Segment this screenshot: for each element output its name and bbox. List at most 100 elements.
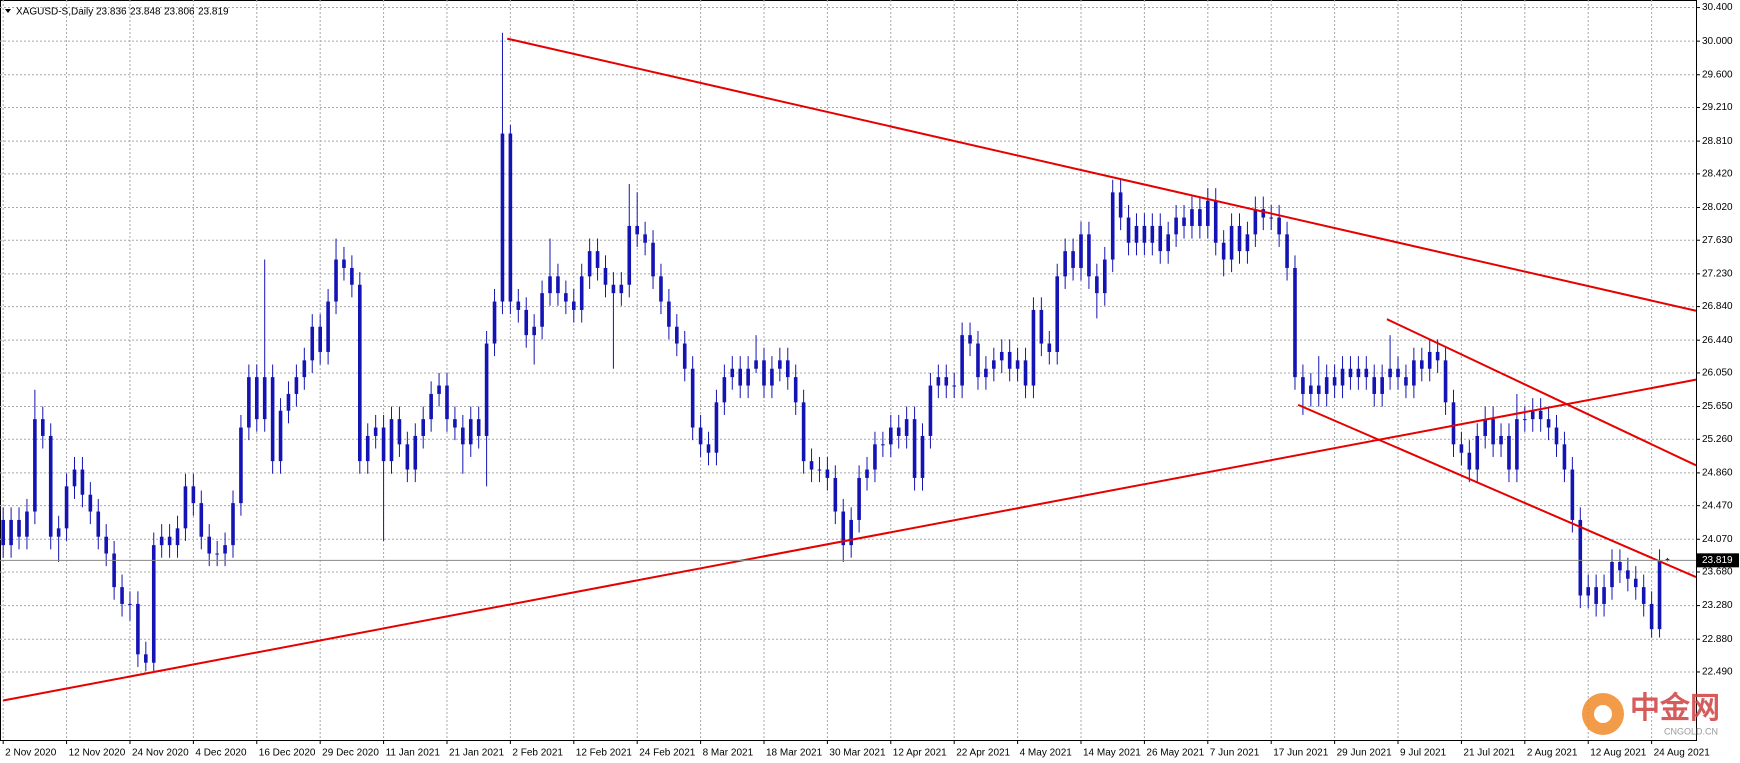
x-tick-label: 24 Nov 2020 bbox=[132, 748, 189, 759]
candle-body bbox=[770, 368, 774, 386]
candle-body bbox=[1340, 368, 1345, 386]
candle-body bbox=[508, 133, 513, 302]
header: XAGUSD-S,Daily 23.836 23.848 23.806 23.8… bbox=[5, 7, 229, 18]
candle-body bbox=[627, 225, 632, 285]
candle-body bbox=[207, 536, 212, 554]
candle-body bbox=[1229, 225, 1234, 260]
y-tick-label: 26.440 bbox=[1702, 335, 1733, 346]
y-tick-label: 26.840 bbox=[1702, 301, 1733, 312]
candle-body bbox=[1063, 251, 1067, 277]
header-open: 23.836 bbox=[96, 7, 127, 18]
candle-body bbox=[342, 259, 346, 268]
candle-body bbox=[1649, 603, 1654, 630]
candle-body bbox=[564, 293, 568, 302]
candle-body bbox=[1388, 368, 1392, 378]
candle-body bbox=[302, 360, 307, 378]
candle-body bbox=[334, 259, 338, 302]
candle-body bbox=[595, 251, 600, 268]
candle-body bbox=[1039, 309, 1044, 344]
x-tick-label: 8 Mar 2021 bbox=[703, 748, 754, 759]
candle-body bbox=[801, 402, 806, 462]
candle-body bbox=[9, 519, 13, 546]
candle-body bbox=[437, 385, 441, 394]
candle-body bbox=[706, 444, 711, 453]
candle-body bbox=[1586, 587, 1591, 596]
header-icon bbox=[5, 9, 11, 13]
candle-body bbox=[841, 511, 846, 546]
candle-body bbox=[730, 368, 735, 378]
x-tick-label: 4 Dec 2020 bbox=[195, 748, 247, 759]
candle-body bbox=[1071, 251, 1075, 268]
candle-body bbox=[151, 545, 156, 663]
candle-body bbox=[904, 419, 909, 436]
y-tick-label: 27.230 bbox=[1702, 268, 1733, 279]
x-tick-label: 4 May 2021 bbox=[1020, 748, 1073, 759]
candle-body bbox=[1538, 410, 1543, 420]
candle-body bbox=[1419, 360, 1424, 369]
candle-body bbox=[1150, 225, 1155, 243]
candle-body bbox=[1110, 192, 1115, 260]
candle-body bbox=[865, 469, 869, 478]
candle-body bbox=[1602, 587, 1606, 604]
y-tick-label: 22.880 bbox=[1702, 634, 1733, 645]
x-tick-label: 11 Jan 2021 bbox=[386, 748, 441, 759]
candle-body bbox=[968, 335, 972, 344]
watermark-logo-inner bbox=[1594, 705, 1612, 723]
candle-body bbox=[952, 385, 956, 387]
y-tick-label: 30.000 bbox=[1702, 36, 1733, 47]
x-tick-label: 12 Feb 2021 bbox=[576, 748, 633, 759]
candles bbox=[1, 32, 1670, 672]
candle-body bbox=[476, 419, 481, 436]
candle-body bbox=[1475, 435, 1480, 470]
candle-body bbox=[1594, 587, 1598, 604]
y-tick-label: 24.070 bbox=[1702, 534, 1733, 545]
candle-body bbox=[1118, 192, 1123, 218]
candle-body bbox=[104, 536, 108, 554]
candle-body bbox=[1324, 377, 1329, 394]
grid bbox=[0, 0, 1696, 740]
chart-title: XAGUSD-S,Daily bbox=[16, 7, 93, 18]
candle-body bbox=[262, 377, 267, 420]
candle-body bbox=[484, 343, 489, 436]
candle-body bbox=[1372, 377, 1377, 394]
candle-body bbox=[1269, 217, 1274, 219]
candle-body bbox=[1198, 209, 1202, 226]
trendline bbox=[1386, 318, 1697, 467]
candle-body bbox=[809, 461, 814, 470]
x-tick-label: 2 Aug 2021 bbox=[1527, 748, 1578, 759]
header-close: 23.819 bbox=[198, 7, 229, 18]
candle-body bbox=[17, 519, 21, 537]
y-tick-label: 28.420 bbox=[1702, 169, 1733, 180]
candle-body bbox=[191, 486, 196, 504]
candle-body bbox=[1483, 419, 1487, 436]
candle-body bbox=[48, 435, 53, 537]
x-tick-label: 9 Jul 2021 bbox=[1400, 748, 1447, 759]
candle-body bbox=[1285, 234, 1289, 268]
candle-body bbox=[873, 444, 877, 470]
candle-body bbox=[429, 393, 433, 420]
candle-body bbox=[381, 427, 386, 462]
candle-body bbox=[976, 343, 980, 378]
candle-body bbox=[144, 654, 148, 663]
candle-body bbox=[468, 419, 473, 445]
candle-body bbox=[373, 427, 378, 436]
candle-body bbox=[1031, 309, 1036, 386]
candle-body bbox=[793, 377, 798, 403]
candle-body bbox=[80, 469, 85, 495]
candle-body bbox=[1467, 452, 1472, 470]
x-tick-label: 24 Aug 2021 bbox=[1654, 748, 1711, 759]
candle-body bbox=[1570, 469, 1575, 520]
candle-body bbox=[64, 486, 69, 529]
candle-body bbox=[1182, 217, 1186, 226]
candle-body bbox=[128, 603, 132, 605]
trendlines bbox=[0, 37, 1697, 702]
y-tick-label: 24.470 bbox=[1702, 500, 1733, 511]
y-tick-label: 28.020 bbox=[1702, 202, 1733, 213]
x-tick-label: 24 Feb 2021 bbox=[639, 748, 696, 759]
candle-body bbox=[690, 368, 695, 428]
candle-body bbox=[1427, 351, 1432, 369]
trendline bbox=[2, 378, 1697, 702]
candle-body bbox=[159, 536, 164, 546]
candle-body bbox=[358, 284, 362, 462]
